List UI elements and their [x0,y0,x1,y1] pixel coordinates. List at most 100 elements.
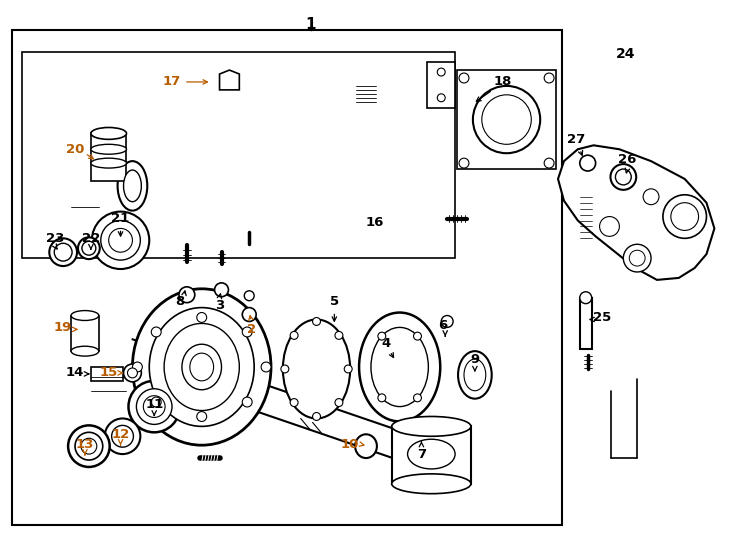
Text: 25: 25 [593,311,611,324]
Bar [12,30,562,525]
Ellipse shape [132,289,271,445]
Ellipse shape [75,433,103,460]
Circle shape [123,364,142,382]
Text: 1: 1 [305,17,316,32]
Ellipse shape [78,238,100,259]
Circle shape [244,291,254,301]
Text: 16: 16 [366,216,384,229]
Ellipse shape [458,351,492,399]
Circle shape [441,315,453,327]
Circle shape [151,397,161,407]
Circle shape [663,195,706,238]
Text: 17: 17 [163,76,181,89]
Ellipse shape [91,144,126,154]
Ellipse shape [91,127,126,139]
Circle shape [629,250,645,266]
Text: 14: 14 [66,367,84,380]
Circle shape [179,287,195,302]
Ellipse shape [91,158,126,168]
Ellipse shape [473,86,540,153]
Bar [580,298,592,349]
Circle shape [600,217,619,237]
Circle shape [132,362,142,372]
Ellipse shape [149,308,254,427]
Ellipse shape [137,389,172,424]
Circle shape [290,399,298,407]
Circle shape [544,73,554,83]
Polygon shape [427,62,455,107]
Bar [91,367,123,381]
Ellipse shape [482,95,531,144]
Circle shape [437,94,446,102]
Circle shape [437,68,446,76]
Bar [71,315,99,351]
Text: 19: 19 [54,321,72,334]
Text: 5: 5 [330,295,339,308]
Circle shape [151,327,161,337]
Ellipse shape [71,346,99,356]
Bar [457,70,556,169]
Text: 8: 8 [175,295,184,308]
Circle shape [242,327,252,337]
Ellipse shape [283,320,350,418]
Ellipse shape [615,169,631,185]
Text: 13: 13 [76,438,94,451]
Circle shape [335,399,343,407]
Ellipse shape [143,396,165,417]
Text: 9: 9 [470,353,479,366]
Ellipse shape [112,426,134,447]
Circle shape [459,73,469,83]
Ellipse shape [392,416,471,436]
Circle shape [128,368,137,378]
Circle shape [544,158,554,168]
Ellipse shape [109,228,132,252]
Ellipse shape [392,474,471,494]
Ellipse shape [54,244,72,261]
Text: 23: 23 [46,232,65,245]
Text: 6: 6 [439,319,448,332]
Ellipse shape [49,238,77,266]
Circle shape [580,155,595,171]
Circle shape [197,411,207,422]
Circle shape [459,158,469,168]
Ellipse shape [71,310,99,320]
Bar [91,133,126,181]
Text: 11: 11 [145,398,164,411]
Ellipse shape [164,323,239,410]
Ellipse shape [81,438,97,454]
Circle shape [242,397,252,407]
Ellipse shape [407,439,455,469]
Ellipse shape [611,164,636,190]
Text: 3: 3 [215,299,224,312]
Text: 10: 10 [341,438,360,451]
Ellipse shape [82,241,96,255]
Circle shape [378,394,386,402]
Text: 4: 4 [381,337,390,350]
Circle shape [378,332,386,340]
Circle shape [214,283,228,296]
Circle shape [623,244,651,272]
Text: 21: 21 [112,212,130,225]
Circle shape [261,362,271,372]
Ellipse shape [117,161,148,211]
Polygon shape [558,145,714,280]
Ellipse shape [464,359,486,391]
Circle shape [197,313,207,322]
Ellipse shape [123,170,142,202]
Polygon shape [219,70,239,90]
Text: 27: 27 [567,133,585,146]
Circle shape [313,413,321,421]
Ellipse shape [355,434,377,458]
Circle shape [335,332,343,339]
Circle shape [242,308,256,321]
Ellipse shape [190,353,214,381]
Ellipse shape [359,313,440,421]
Ellipse shape [68,426,109,467]
Ellipse shape [371,327,429,407]
Circle shape [290,332,298,339]
Ellipse shape [101,220,140,260]
Text: 7: 7 [417,448,426,461]
Circle shape [413,394,421,402]
Text: 20: 20 [66,143,84,156]
Text: 24: 24 [616,47,635,61]
